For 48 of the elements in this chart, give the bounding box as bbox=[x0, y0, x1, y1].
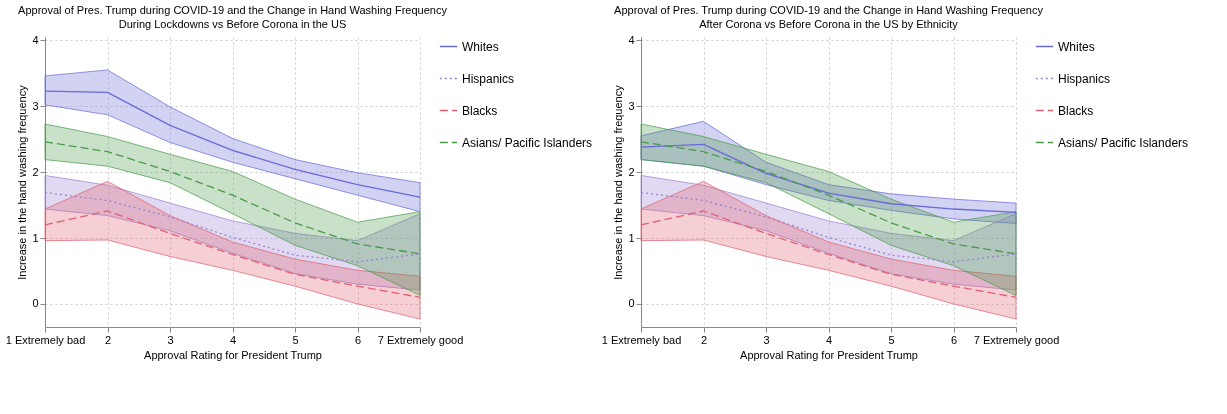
y-tick-label: 0 bbox=[628, 297, 635, 310]
line-series bbox=[44, 191, 421, 263]
y-tick-label: 4 bbox=[628, 33, 635, 46]
chart-title: Approval of Pres. Trump during COVID-19 and the Change in Hand Washing Frequency bbox=[614, 4, 1044, 17]
line-series bbox=[44, 141, 421, 255]
chart-subtitle: During Lockdowns vs Before Corona in the US bbox=[118, 18, 347, 31]
y-axis-title: Increase in the hand washing frequency bbox=[16, 84, 29, 280]
x-tick-label: 2 bbox=[104, 333, 112, 346]
legend-label: Whites bbox=[1058, 39, 1095, 54]
legend-label: Whites bbox=[462, 39, 499, 54]
x-tick-label: 1 Extremely bad bbox=[601, 333, 682, 346]
y-tick-label: 3 bbox=[628, 99, 635, 112]
legend-label: Asians/ Pacific Islanders bbox=[462, 135, 593, 150]
legend-label: Blacks bbox=[462, 103, 498, 118]
y-tick-label: 2 bbox=[628, 165, 635, 178]
x-tick-label: 7 Extremely good bbox=[973, 333, 1060, 346]
legend-label: Asians/ Pacific Islanders bbox=[1058, 135, 1189, 150]
x-tick-label: 3 bbox=[167, 333, 174, 346]
x-axis-title: Approval Rating for President Trump bbox=[740, 348, 918, 361]
x-axis-title: Approval Rating for President Trump bbox=[144, 348, 322, 361]
line-series bbox=[44, 90, 421, 198]
x-tick-label: 5 bbox=[888, 333, 895, 346]
line-series bbox=[640, 143, 1017, 213]
x-tick-label: 5 bbox=[292, 333, 299, 346]
y-tick-label: 0 bbox=[32, 297, 39, 310]
y-tick-label: 3 bbox=[32, 99, 39, 112]
line-series bbox=[44, 210, 421, 298]
line-series bbox=[640, 191, 1017, 263]
chart-title: Approval of Pres. Trump during COVID-19 and the Change in Hand Washing Frequency bbox=[18, 4, 448, 17]
chart-subtitle: After Corona vs Before Corona in the US by Ethnicity bbox=[699, 18, 959, 31]
legend-label: Blacks bbox=[1058, 103, 1094, 118]
y-tick-label: 1 bbox=[628, 231, 635, 244]
y-tick-label: 4 bbox=[32, 33, 39, 46]
x-tick-label: 3 bbox=[763, 333, 770, 346]
x-tick-label: 6 bbox=[950, 333, 958, 346]
y-tick-label: 1 bbox=[32, 231, 39, 244]
legend-label: Hispanics bbox=[462, 71, 515, 86]
x-tick-label: 4 bbox=[825, 333, 833, 346]
line-series bbox=[640, 210, 1017, 298]
x-tick-label: 7 Extremely good bbox=[377, 333, 464, 346]
x-tick-label: 2 bbox=[700, 333, 708, 346]
x-tick-label: 4 bbox=[229, 333, 237, 346]
x-tick-label: 6 bbox=[354, 333, 362, 346]
y-axis-title: Increase in the hand washing frequency bbox=[612, 84, 625, 280]
legend-label: Hispanics bbox=[1058, 71, 1111, 86]
x-tick-label: 1 Extremely bad bbox=[5, 333, 86, 346]
y-tick-label: 2 bbox=[32, 165, 39, 178]
line-series bbox=[640, 141, 1017, 255]
